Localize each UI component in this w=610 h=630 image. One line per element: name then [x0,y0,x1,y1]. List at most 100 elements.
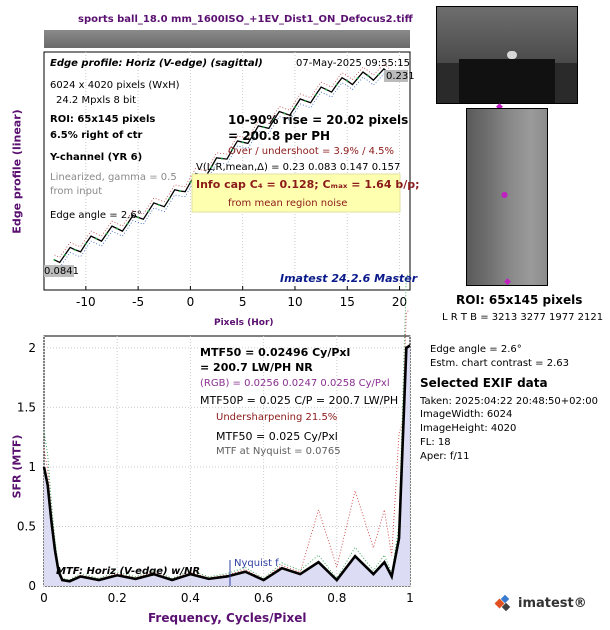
right-edge-angle: Edge angle = 2.6° [430,344,522,355]
scene-table [459,59,555,103]
mtf-ticks: 0 0.2 0.4 0.6 0.8 1 0 0.5 1 1.5 2 [17,341,414,605]
mtf50-line-1: MTF50 = 0.02496 Cy/Pxl [200,346,351,359]
mtf-series [42,273,411,583]
exif-height: ImageHeight: 4020 [420,423,517,434]
scene-ball [507,51,517,59]
edge-angle: Edge angle = 2.6° [50,210,142,221]
right-lrtb: L R T B = 3213 3277 1977 2121 [442,312,604,323]
mtf-ytick-label: 0.5 [17,519,36,533]
edge-point [126,222,129,225]
edge-point [105,232,108,235]
edge-point [74,248,77,251]
edge-point [252,133,255,136]
edge-series-red [54,63,390,258]
exif-aper: Aper: f/11 [420,451,470,462]
roi-crop [466,108,548,286]
edge-roi: ROI: 65x145 pixels [50,114,156,125]
edge-xtick-label: -5 [132,295,144,309]
edge-point [231,148,234,151]
exif-taken: Taken: 2025:04:22 20:48:50+02:00 [420,396,598,407]
imatest-logo-icon [494,594,511,612]
edge-point [241,141,244,144]
edge-xtick-label: 15 [340,295,355,309]
lo-value-box [44,265,74,277]
edge-point [63,253,66,256]
undersharpening: Undersharpening 21.5% [216,412,338,423]
imatest-logo-text: imatest® [518,596,587,611]
edge-point [367,74,370,77]
edge-point [116,227,119,230]
edge-point [283,112,286,115]
edge-pixels: 6024 x 4020 pixels (WxH) [50,80,180,91]
edge-date: 07-May-2025 09:55:15 [296,58,410,69]
mtf-rgb: (RGB) = 0.0256 0.0247 0.0258 Cy/Pxl [200,378,390,389]
edge-point [178,190,181,193]
rise-line-2: = 200.8 per PH [228,129,331,143]
roi-marker-bottom: ◆ [504,277,511,287]
mtf50p: MTF50P = 0.025 C/P = 200.7 LW/PH [200,394,399,407]
edge-point [273,118,276,121]
edge-xtick-label: -10 [76,295,96,309]
infocap: Info cap C₄ = 0.128; Cₘₐₓ = 1.64 b/p; [196,178,420,191]
exif-title: Selected EXIF data [420,376,548,390]
mtf-xtick-label: 0.2 [108,591,127,605]
edge-point [147,210,150,213]
mtf-ytick-label: 1 [28,460,36,474]
overshoot: Over / undershoot = 3.9% / 4.5% [228,146,395,157]
mtf-series-line [42,344,411,583]
edge-point [293,106,296,109]
mtf-at-nyquist: MTF at Nyquist = 0.0765 [216,446,341,457]
edge-point [262,126,265,129]
edge-point [95,237,98,240]
edge-point [304,99,307,102]
edge-linearized-2: from input [50,186,103,197]
mtf-xtick-label: 0 [40,591,48,605]
mtf-grid [43,336,411,587]
edge-pct-right: 6.5% right of ctr [50,130,143,141]
mtf-xtick-label: 1 [406,591,414,605]
hi-value-box [384,70,408,82]
mtf-ylabel: SFR (MTF) [10,434,24,499]
exif-width: ImageWidth: 6024 [420,409,513,420]
edge-point [377,73,380,76]
mtf-xtick-label: 0.6 [254,591,273,605]
edge-point [137,216,140,219]
edge-xtick-label: 10 [287,295,302,309]
right-roi: ROI: 65x145 pixels [456,293,583,307]
edge-grid [85,52,401,290]
edge-point [356,77,359,80]
mtf-xlabel: Frequency, Cycles/Pixel [148,611,307,625]
mtf-ytick-label: 2 [28,341,36,355]
scene-thumbnail [436,6,578,104]
roi-marker-mid: ● [501,190,508,199]
edge-point [168,197,171,200]
mtf-plot-frame [43,335,411,587]
edge-point [84,242,87,245]
edge-channel: Y-channel (YR 6) [50,152,143,163]
edge-point [189,181,192,184]
exif-fl: FL: 18 [420,437,451,448]
edge-point [158,203,161,206]
edge-panel-title: Edge profile: Horiz (V-edge) (sagittal) [50,58,263,69]
mtf50-b: MTF50 = 0.025 Cy/Pxl [216,430,338,443]
roi-marker-top: ◆ [496,102,503,112]
right-contrast: Estm. chart contrast = 2.63 [430,358,569,369]
edge-xticks: -10 -5 0 5 10 15 20 [76,286,407,309]
title-bar [44,30,410,48]
vlr-values: V(L,R,mean,Δ) = 0.23 0.083 0.147 0.157 [196,162,401,173]
edge-xtick-label: 0 [187,295,195,309]
imatest-version: Imatest 24.2.6 Master [280,272,418,285]
edge-point [335,83,338,86]
chart-title: sports ball_18.0 mm_1600ISO_+1EV_Dist1_O… [78,14,413,25]
lo-value-label: 0.0841 [44,266,79,277]
infocap-box [191,173,401,213]
mtf50-line-2: = 200.7 LW/PH NR [200,361,313,374]
edge-point [210,166,213,169]
mtf-ytick-label: 1.5 [17,400,36,414]
edge-linearized-1: Linearized, gamma = 0.5 [50,172,177,183]
edge-xtick-label: 20 [392,295,407,309]
edge-point [346,79,349,82]
rise-line-1: 10-90% rise = 20.02 pixels [228,113,409,127]
edge-point [220,157,223,160]
